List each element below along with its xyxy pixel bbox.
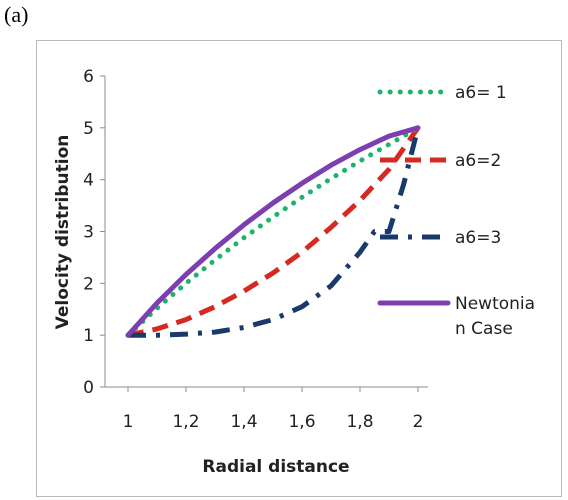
y-tick-label: 2 <box>83 274 94 294</box>
x-tick-label: 1,4 <box>230 412 257 432</box>
legend: a6= 1 a6=2 a6=3 Newtonia n Case <box>377 83 535 339</box>
y-tick-label: 6 <box>83 67 94 87</box>
y-tick-label: 0 <box>83 378 94 398</box>
series-layer <box>125 125 421 338</box>
x-axis-title: Radial distance <box>202 457 349 477</box>
x-tick-label: 1,8 <box>346 412 373 432</box>
y-tick-label: 3 <box>83 223 94 243</box>
series-line-4 <box>125 125 421 338</box>
series-line-1 <box>125 125 421 338</box>
y-axis-title: Velocity distribution <box>53 135 73 330</box>
y-tick-label: 1 <box>83 326 94 346</box>
chart-axes: 0 1 2 3 4 5 6 1 1,2 1,4 1,6 1,8 2 <box>83 67 428 432</box>
legend-label-4-line-2: n Case <box>455 319 513 339</box>
series-line-3 <box>128 127 421 338</box>
legend-label-2: a6=2 <box>455 151 501 171</box>
legend-label-3: a6=3 <box>455 228 501 248</box>
y-tick-label: 5 <box>83 119 94 139</box>
x-tick-label: 1 <box>123 412 134 432</box>
x-tick-label: 2 <box>413 412 424 432</box>
chart-frame <box>36 40 562 497</box>
series-line-2 <box>127 126 421 338</box>
x-tick-label: 1,2 <box>172 412 199 432</box>
legend-label-4-line-1: Newtonia <box>455 294 535 314</box>
legend-label-1: a6= 1 <box>455 83 507 103</box>
y-tick-label: 4 <box>83 171 94 191</box>
panel-label: (a) <box>4 2 29 27</box>
x-tick-label: 1,6 <box>288 412 315 432</box>
